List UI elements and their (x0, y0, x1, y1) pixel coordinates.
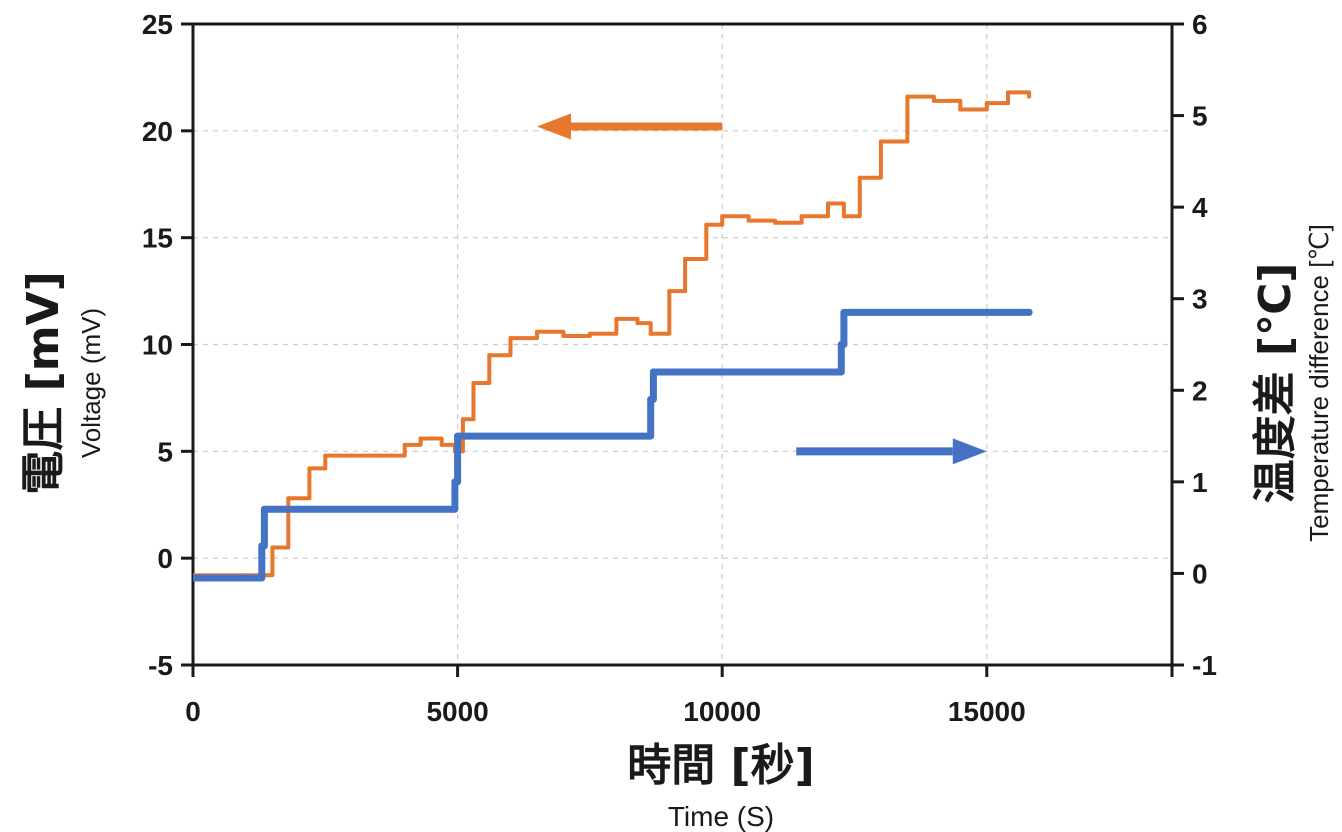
grid (193, 24, 1172, 665)
y-left-tick-label: -5 (148, 650, 173, 681)
y-left-tick-label: 10 (142, 330, 173, 361)
voltage-data-point (958, 107, 963, 112)
ticks: 0 5000 10000 15000 -5 0 5 10 15 20 25 -1 0 1 2 3 4 5 6 (142, 9, 1217, 727)
temperature-data-point (448, 505, 456, 513)
voltage-data-point (587, 331, 592, 336)
voltage-data-point (286, 496, 291, 501)
voltage-data-point (905, 94, 910, 99)
x-tick-label: 10000 (683, 696, 761, 727)
y-right-axis-label-en: Temperature difference [℃] (1304, 224, 1334, 542)
voltage-data-point (648, 331, 653, 336)
y-right-axis-label-jp: 温度差 [℃] (1250, 263, 1301, 504)
y-right-tick-label: 6 (1192, 9, 1208, 40)
y-right-tick-label: 0 (1192, 558, 1208, 589)
x-tick-label: 15000 (948, 696, 1026, 727)
temperature-data-point (258, 542, 266, 550)
temperature-data-point (260, 505, 268, 513)
temperature-data-point (649, 368, 657, 376)
temperature-data-point (840, 308, 848, 316)
x-tick-label: 5000 (426, 696, 488, 727)
temperature-data-point (255, 574, 263, 582)
voltage-data-point (878, 139, 883, 144)
voltage-data-point (826, 201, 830, 206)
y-right-tick-label: 1 (1192, 467, 1208, 498)
y-right-tick-label: 2 (1192, 375, 1208, 406)
voltage-data-point (614, 316, 619, 321)
voltage-data-point (460, 417, 465, 422)
y-left-tick-label: 25 (142, 9, 173, 40)
y-right-tick-label: 3 (1192, 284, 1208, 315)
voltage-data-point (683, 257, 688, 261)
voltage-data-point (720, 214, 725, 219)
voltage-data-point (667, 289, 672, 294)
voltage-data-point (635, 321, 640, 326)
y-left-tick-label: 15 (142, 223, 173, 254)
y-left-tick-label: 20 (142, 116, 173, 147)
voltage-data-point (773, 220, 778, 225)
y-left-axis-label-en: Voltage (mV) (76, 308, 106, 458)
right-arrow-icon (952, 438, 987, 465)
voltage-data-point (704, 222, 709, 227)
voltage-data-point (323, 453, 328, 458)
voltage-data-point (1006, 90, 1010, 95)
voltage-data-point (349, 453, 354, 458)
temperature-data-point (647, 395, 655, 403)
voltage-data-point (471, 381, 476, 385)
voltage-data-point (439, 442, 444, 447)
series (193, 90, 1033, 582)
voltage-data-point (746, 218, 751, 223)
voltage-data-point (799, 214, 804, 219)
x-tick-label: 0 (185, 696, 201, 727)
y-right-tick-label: -1 (1192, 650, 1217, 681)
temperature-data-point (451, 478, 459, 486)
y-right-tick-label: 4 (1192, 192, 1208, 223)
temperature-difference-series-line (193, 308, 1033, 582)
y-left-axis-label-jp: 電圧 [mV] (18, 271, 69, 494)
voltage-data-point (931, 98, 936, 103)
voltage-data-point (487, 353, 492, 358)
voltage-data-point (1027, 94, 1032, 99)
voltage-series-line (193, 90, 1032, 578)
x-axis-label-jp: 時間 [秒] (627, 740, 815, 791)
voltage-data-point (270, 545, 275, 550)
voltage-data-point (418, 436, 423, 441)
temperature-data-point (193, 574, 197, 582)
y-left-tick-label: 0 (157, 543, 173, 574)
temperature-data-point (454, 432, 462, 440)
voltage-data-point (857, 175, 862, 180)
voltage-data-point (508, 336, 513, 341)
voltage-data-point (561, 334, 566, 338)
y-right-tick-label: 5 (1192, 101, 1208, 132)
left-arrow-icon (536, 113, 571, 140)
voltage-data-point (984, 101, 989, 106)
voltage-data-point (402, 442, 407, 447)
temperature-data-point (837, 341, 845, 348)
voltage-data-point (535, 329, 539, 334)
temperature-data-point (644, 432, 652, 440)
temperature-data-point (835, 368, 843, 376)
x-axis-label-en: Time (S) (668, 801, 774, 832)
voltage-data-point (307, 466, 312, 471)
annotations (536, 113, 987, 465)
voltage-data-point (841, 214, 846, 219)
y-left-tick-label: 5 (157, 436, 173, 467)
voltage-data-point (376, 453, 381, 458)
temperature-data-point (1025, 308, 1033, 316)
